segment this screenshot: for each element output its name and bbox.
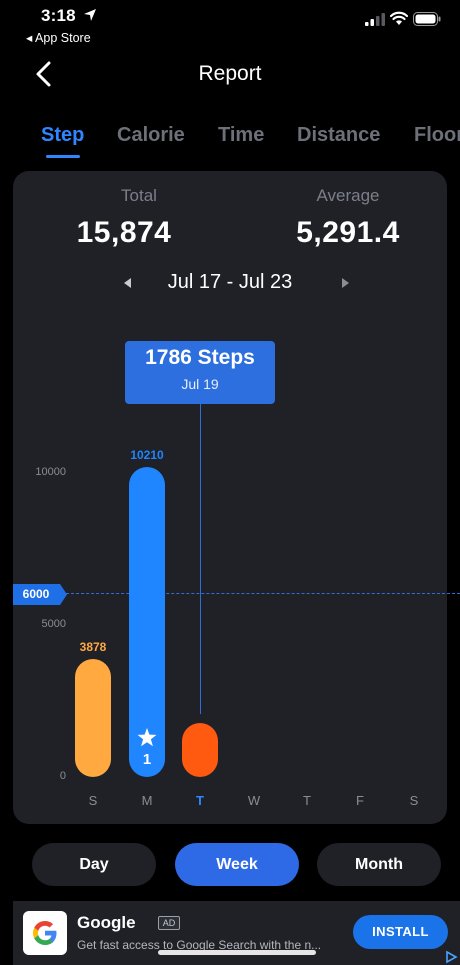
x-label-2: T — [196, 793, 204, 808]
active-tab-indicator — [46, 155, 80, 158]
x-label-5: F — [356, 793, 364, 808]
home-indicator — [158, 950, 316, 955]
x-label-3: W — [247, 793, 261, 808]
y-tick-10000: 10000 — [35, 466, 66, 478]
back-chevron-icon[interactable] — [32, 60, 56, 88]
page-title: Report — [198, 62, 262, 85]
date-range: Jul 17 - Jul 23 — [167, 271, 293, 293]
back-to-app-store-link[interactable]: ◂ App Store — [26, 31, 91, 45]
status-bar: 3:18 ◂ App Store — [0, 0, 460, 50]
total-value: 15,874 — [76, 216, 172, 249]
ad-badge: AD — [158, 916, 180, 930]
period-day-button[interactable]: Day — [32, 843, 156, 886]
cellular-signal-icon — [365, 13, 385, 26]
tooltip-steps: 1786 Steps — [145, 346, 255, 369]
next-week-icon[interactable] — [338, 276, 352, 290]
selected-day-tooltip: 1786 Steps Jul 19 — [125, 341, 275, 404]
wifi-icon — [390, 11, 408, 25]
tab-floor[interactable]: Floor — [414, 124, 460, 146]
install-button[interactable]: INSTALL — [353, 915, 448, 949]
tab-time[interactable]: Time — [218, 124, 265, 146]
star-count: 1 — [142, 751, 152, 768]
bar-value-label-0: 3878 — [79, 640, 107, 655]
bar-2[interactable] — [182, 722, 218, 777]
location-arrow-icon — [84, 9, 96, 21]
average-label: Average — [316, 186, 380, 205]
metric-tabs: Step Calorie Time Distance Floor — [0, 124, 460, 164]
bar-0[interactable] — [75, 659, 111, 777]
total-label: Total — [121, 186, 157, 205]
x-label-0: S — [88, 793, 98, 808]
status-time: 3:18 — [41, 6, 76, 25]
x-label-6: S — [409, 793, 419, 808]
previous-week-icon[interactable] — [121, 276, 135, 290]
tab-calorie[interactable]: Calorie — [117, 124, 185, 146]
battery-icon — [413, 12, 441, 26]
y-tick-5000: 5000 — [41, 618, 66, 630]
bar-1[interactable] — [129, 466, 165, 777]
google-logo — [23, 911, 67, 955]
google-g-icon — [33, 921, 57, 945]
y-tick-0: 0 — [59, 770, 66, 782]
bar-value-label-1: 10210 — [130, 447, 164, 462]
goal-line — [66, 593, 460, 594]
x-label-1: M — [141, 793, 153, 808]
adchoices-icon[interactable] — [444, 950, 458, 964]
average-value: 5,291.4 — [296, 216, 400, 249]
period-week-button[interactable]: Week — [175, 843, 299, 886]
tab-step[interactable]: Step — [41, 124, 85, 146]
tooltip-guide-line — [200, 404, 201, 714]
tab-distance[interactable]: Distance — [297, 124, 381, 146]
ad-title: Google — [77, 913, 136, 932]
x-label-4: T — [303, 793, 311, 808]
goal-label: 6000 — [22, 587, 50, 601]
tooltip-date: Jul 19 — [181, 376, 219, 392]
star-icon — [137, 728, 157, 747]
period-month-button[interactable]: Month — [317, 843, 441, 886]
goal-flag — [13, 584, 67, 605]
